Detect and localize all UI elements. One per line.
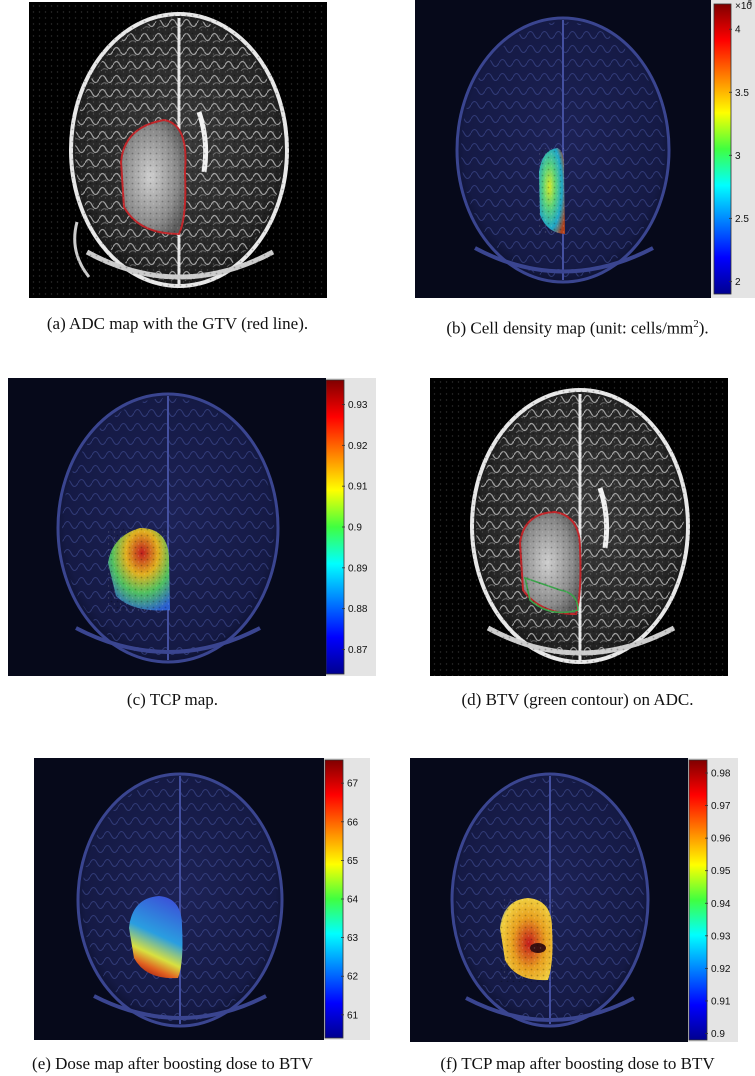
colorbar-tick-label: 63 (347, 933, 359, 944)
colorbar-tick-label: 0.92 (348, 441, 368, 452)
colorbar-tick-label: 0.9 (711, 1029, 725, 1040)
colorbar-tick-label: 0.93 (348, 400, 368, 411)
caption-f: (f) TCP map after boosting dose to BTV (440, 1054, 715, 1073)
caption-a: (a) ADC map with the GTV (red line). (46, 314, 309, 333)
colorbar-e: 67 66 65 64 63 62 61 (324, 758, 370, 1040)
colorbar-tick-label: 65 (347, 856, 359, 867)
colorbar-tick-label: 0.89 (348, 563, 368, 574)
colorbar-tick-label: 66 (347, 817, 359, 828)
colorbar-tick-label: 0.87 (348, 645, 368, 656)
colorbar-tick-label: 62 (347, 972, 359, 983)
colorbar-b-exponent: ×10 (735, 1, 752, 12)
colorbar-tick-label: 2.5 (735, 214, 749, 225)
colorbar-tick-label: 0.92 (711, 964, 731, 975)
cell-density-image (415, 0, 711, 298)
colorbar-c: 0.93 0.92 0.91 0.9 0.89 0.88 0.87 (326, 378, 376, 676)
caption-d: (d) BTV (green contour) on ADC. (461, 690, 694, 709)
colorbar-b: ×10 5 4 3.5 3 2.5 2 (711, 0, 755, 298)
colorbar-tick-label: 4 (735, 25, 741, 36)
colorbar-tick-label: 0.97 (711, 801, 731, 812)
colorbar-tick-label: 2 (735, 277, 741, 288)
dose-map-image (34, 758, 324, 1040)
tcp-boost-image (410, 758, 688, 1042)
colorbar-f: 0.98 0.97 0.96 0.95 0.94 0.93 0.92 0.91 0.9 (688, 758, 738, 1042)
colorbar-tick-label: 64 (347, 895, 359, 906)
colorbar-tick-label: 67 (347, 779, 359, 790)
colorbar-tick-label: 0.93 (711, 931, 731, 942)
colorbar-tick-label: 0.98 (711, 769, 731, 780)
colorbar-tick-label: 0.9 (348, 523, 362, 534)
adc-map-image (29, 2, 327, 298)
colorbar-tick-label: 0.91 (348, 482, 368, 493)
colorbar-tick-label: 0.96 (711, 834, 731, 845)
caption-b: (b) Cell density map (unit: cells/mm2). (446, 318, 709, 338)
colorbar-tick-label: 0.91 (711, 996, 731, 1007)
colorbar-tick-label: 0.88 (348, 604, 368, 615)
colorbar-tick-label: 3.5 (735, 88, 749, 99)
caption-e: (e) Dose map after boosting dose to BTV (32, 1054, 313, 1073)
dose-overlay (129, 896, 183, 979)
btv-adc-image (430, 378, 728, 676)
colorbar-tick-label: 0.95 (711, 866, 731, 877)
colorbar-tick-label: 61 (347, 1010, 359, 1021)
svg-text:5: 5 (748, 0, 752, 7)
tcp-map-image (8, 378, 326, 676)
colorbar-tick-label: 3 (735, 151, 741, 162)
caption-c: (c) TCP map. (126, 690, 219, 709)
colorbar-tick-label: 0.94 (711, 899, 731, 910)
